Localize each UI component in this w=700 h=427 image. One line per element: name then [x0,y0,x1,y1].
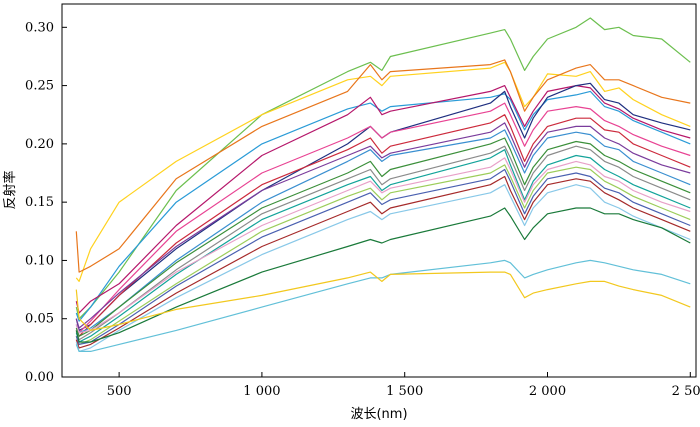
x-tick-label: 1 500 [386,384,423,399]
x-axis-title: 波长(nm) [350,407,407,422]
x-tick-label: 1 000 [243,384,280,399]
series-line-10 [75,129,691,334]
y-tick-label: 0.05 [25,312,54,327]
y-tick-label: 0.30 [25,20,54,35]
series-line-4 [75,90,691,322]
series-line-15 [75,164,691,345]
series-line-9 [75,122,691,329]
x-axis: 500 1 000 1 500 2 000 2 500 [107,372,700,399]
series-line-6 [75,82,691,331]
y-tick-label: 0.10 [25,253,54,268]
series-line-5 [75,84,691,314]
series-layer [75,17,691,352]
series-line-7 [75,102,691,334]
series-line-13 [75,149,691,343]
series-line-16 [75,168,691,345]
x-tick-label: 500 [107,384,132,399]
series-line-2 [75,61,691,282]
series-line-17 [75,175,691,349]
series-line-1 [75,17,691,320]
series-line-3 [75,59,691,273]
y-tick-label: 0.00 [25,370,54,385]
plot-area-frame [61,3,697,378]
series-line-14 [75,157,691,334]
y-axis: 0.00 0.05 0.10 0.15 0.20 0.25 0.30 [25,20,67,385]
series-line-12 [75,145,691,341]
y-tick-label: 0.20 [25,137,54,152]
y-tick-label: 0.15 [25,195,54,210]
x-tick-label: 2 500 [672,384,700,399]
series-line-20 [75,259,691,352]
y-tick-label: 0.25 [25,79,54,94]
series-line-8 [75,114,691,337]
series-line-19 [75,207,691,343]
series-line-11 [75,137,691,337]
y-axis-title: 反射率 [2,170,18,209]
x-tick-label: 2 000 [529,384,566,399]
series-line-18 [75,184,691,352]
series-line-21 [75,271,691,331]
